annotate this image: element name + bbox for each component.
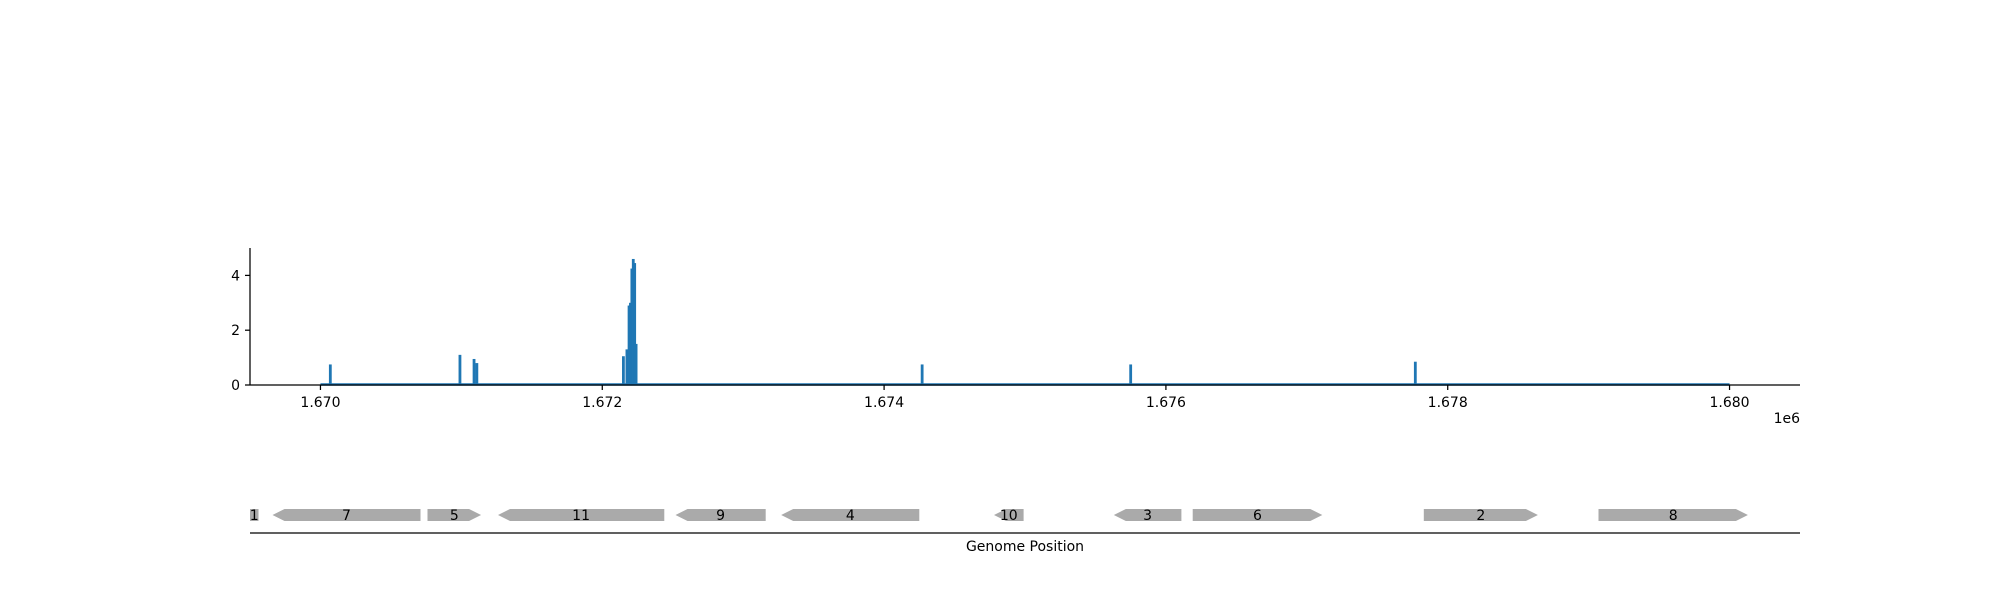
coverage-bar bbox=[472, 358, 476, 385]
gene-feature-arrow bbox=[272, 509, 421, 521]
x-axis-ticks: 1.670 1.672 1.674 1.676 1.678 1.680 bbox=[300, 385, 1750, 411]
gene-feature-label: 2 bbox=[1476, 508, 1485, 524]
gene-feature-arrow bbox=[781, 509, 920, 521]
gene-feature-label: 10 bbox=[1000, 508, 1018, 524]
coverage-bar bbox=[629, 302, 632, 385]
gene-feature-label: 11 bbox=[572, 508, 590, 524]
coverage-bar bbox=[625, 349, 629, 385]
gene-feature-arrow bbox=[1423, 509, 1538, 521]
coverage-bar bbox=[634, 343, 638, 385]
y-tick-label: 2 bbox=[231, 323, 240, 339]
gene-feature-label: 4 bbox=[846, 508, 855, 524]
gene-feature-label: 7 bbox=[342, 508, 351, 524]
genome-position-label: Genome Position bbox=[966, 539, 1084, 555]
x-tick-label: 1.678 bbox=[1428, 395, 1468, 411]
gene-feature-arrow bbox=[498, 509, 665, 521]
coverage-bar bbox=[328, 364, 332, 385]
gene-track: 1 7 5 11 9 4 10 3 6 2 8 Genome Position bbox=[250, 508, 1800, 555]
gene-feature-arrow bbox=[250, 509, 259, 521]
gene-feature-arrow bbox=[675, 509, 766, 521]
coverage-bar bbox=[1413, 361, 1417, 385]
gene-feature-arrow bbox=[1598, 509, 1748, 521]
gene-feature-label: 6 bbox=[1253, 508, 1262, 524]
gene-feature-label: 9 bbox=[716, 508, 725, 524]
coverage-bars bbox=[328, 258, 1417, 385]
coverage-bar bbox=[458, 354, 462, 385]
gene-feature-arrow bbox=[994, 509, 1024, 521]
coverage-bar bbox=[1129, 364, 1133, 385]
gene-features: 1 7 5 11 9 4 10 3 6 2 8 bbox=[250, 508, 1748, 524]
gene-feature-label: 1 bbox=[250, 508, 259, 524]
x-tick-label: 1.676 bbox=[1146, 395, 1186, 411]
x-tick-label: 1.674 bbox=[864, 395, 904, 411]
gene-feature-arrow bbox=[1192, 509, 1323, 521]
coverage-bar bbox=[631, 258, 635, 385]
y-tick-label: 0 bbox=[231, 378, 240, 394]
x-axis-offset-label: 1e6 bbox=[1774, 411, 1801, 427]
coverage-bar bbox=[633, 263, 637, 385]
coverage-plot: 1.670 1.672 1.674 1.676 1.678 1.680 0 2 4 1e6 bbox=[231, 248, 1800, 427]
gene-feature-arrow bbox=[1113, 509, 1182, 521]
coverage-bar bbox=[622, 356, 625, 385]
gene-feature-label: 3 bbox=[1143, 508, 1152, 524]
gene-feature-label: 8 bbox=[1669, 508, 1678, 524]
x-tick-label: 1.672 bbox=[582, 395, 622, 411]
coverage-bar bbox=[630, 268, 634, 385]
coverage-bar bbox=[475, 363, 479, 385]
x-tick-label: 1.670 bbox=[300, 395, 340, 411]
y-tick-label: 4 bbox=[231, 268, 240, 284]
gene-feature-label: 5 bbox=[450, 508, 459, 524]
gene-feature-arrow bbox=[427, 509, 482, 521]
x-tick-label: 1.680 bbox=[1709, 395, 1749, 411]
coverage-bar bbox=[920, 364, 924, 385]
y-axis-ticks: 0 2 4 bbox=[231, 268, 250, 394]
